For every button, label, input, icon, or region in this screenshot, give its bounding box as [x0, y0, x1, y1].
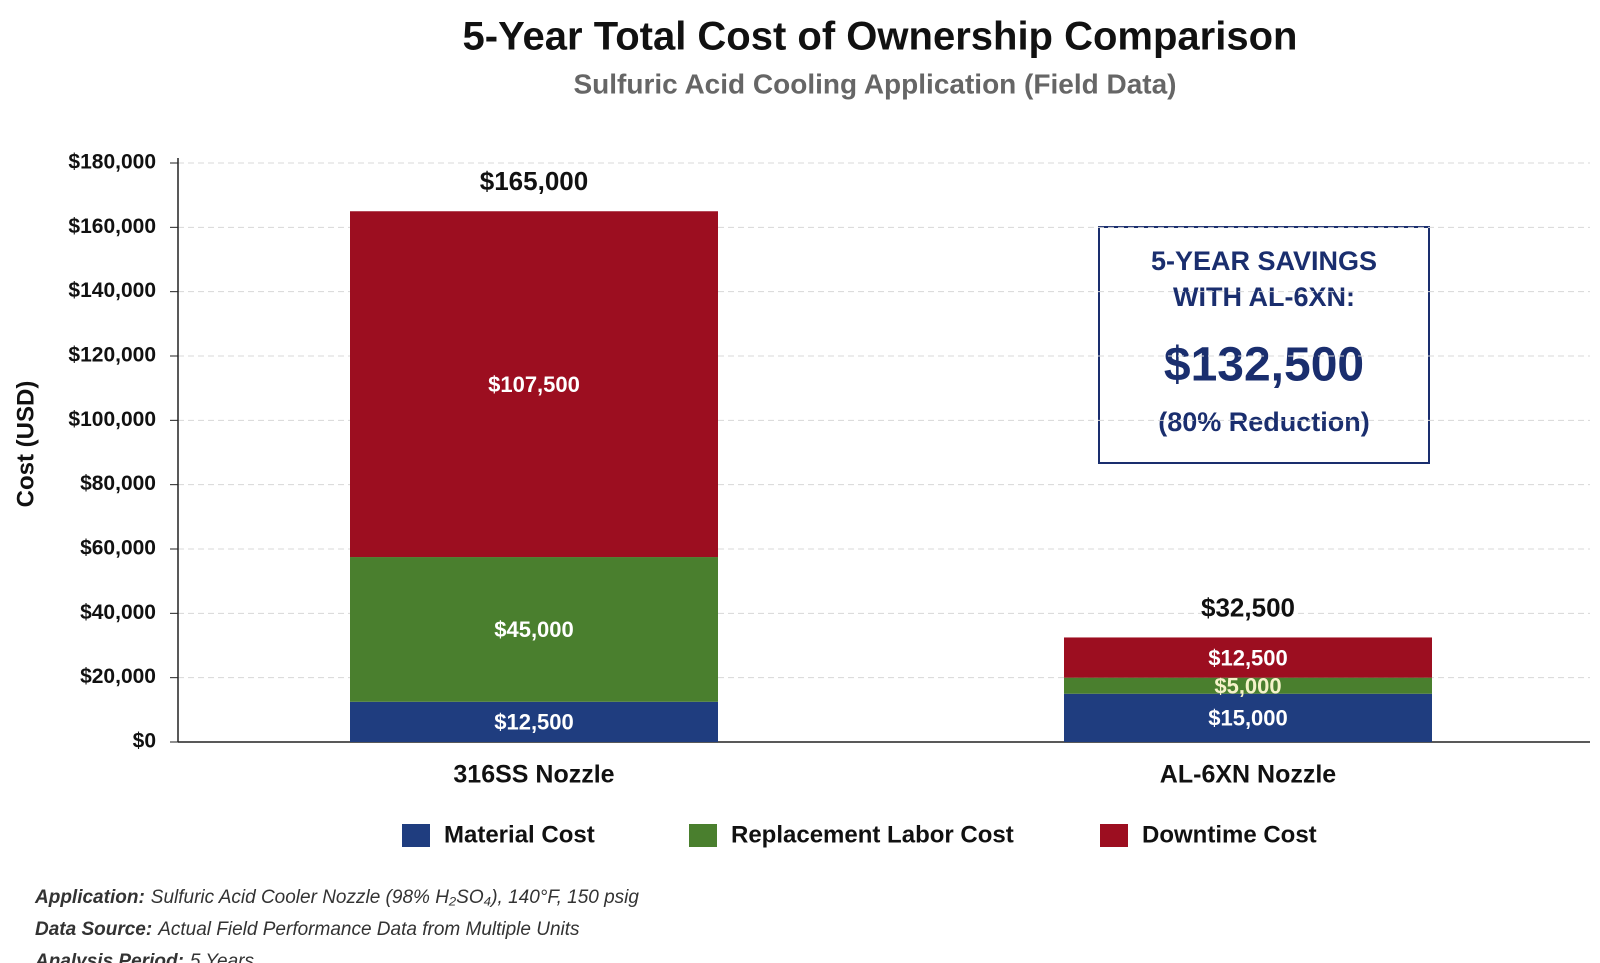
- bar-segment: [1064, 693, 1432, 742]
- y-tick-label: $140,000: [68, 279, 156, 302]
- footnote-label: Data Source:: [35, 919, 152, 940]
- y-tick-label: $180,000: [68, 151, 156, 174]
- total-label: $165,000: [480, 166, 588, 196]
- legend-swatch: [402, 824, 430, 847]
- legend-swatch: [1100, 824, 1128, 847]
- y-tick-label: $0: [133, 730, 156, 753]
- data-label: $5,000: [1214, 674, 1281, 699]
- footnote-text: Sulfuric Acid Cooler Nozzle (98% H₂SO₄),…: [151, 887, 640, 908]
- annotation-box: [1098, 226, 1430, 464]
- annotation-value: $132,500: [1164, 339, 1364, 392]
- y-tick-label: $100,000: [68, 408, 156, 431]
- x-tick-label: AL-6XN Nozzle: [1160, 761, 1337, 789]
- y-tick-label: $160,000: [68, 215, 156, 238]
- y-tick-label: $60,000: [80, 537, 156, 560]
- annotation-heading: WITH AL-6XN:: [1173, 282, 1355, 312]
- bar-segment: [350, 701, 718, 742]
- annotation-note: (80% Reduction): [1158, 407, 1370, 437]
- y-tick-label: $120,000: [68, 344, 156, 367]
- bar-segment: [350, 211, 718, 558]
- footnote-label: Application:: [34, 887, 145, 908]
- y-axis-label: Cost (USD): [12, 381, 39, 508]
- annotation-heading: 5-YEAR SAVINGS: [1151, 246, 1377, 276]
- chart-subtitle: Sulfuric Acid Cooling Application (Field…: [573, 68, 1176, 99]
- footnote-text: Actual Field Performance Data from Multi…: [157, 919, 580, 940]
- x-tick-label: 316SS Nozzle: [453, 761, 614, 789]
- data-label: $45,000: [494, 617, 574, 642]
- chart-title: 5-Year Total Cost of Ownership Compariso…: [463, 15, 1298, 59]
- footnote: Analysis Period: 5 Years: [34, 951, 254, 963]
- bar-segment: [1064, 677, 1432, 694]
- y-tick-label: $40,000: [80, 601, 156, 624]
- total-label: $32,500: [1201, 592, 1295, 622]
- legend-label: Downtime Cost: [1142, 821, 1317, 848]
- footnote: Application: Sulfuric Acid Cooler Nozzle …: [34, 887, 639, 908]
- bar-segment: [350, 557, 718, 702]
- data-label: $107,500: [488, 372, 580, 397]
- data-label: $12,500: [494, 710, 574, 735]
- legend-label: Material Cost: [444, 821, 595, 848]
- data-label: $12,500: [1208, 645, 1288, 670]
- footnote-text: 5 Years: [190, 951, 255, 963]
- legend-swatch: [689, 824, 717, 847]
- footnote-label: Analysis Period:: [34, 951, 184, 963]
- y-tick-label: $20,000: [80, 665, 156, 688]
- bar-segment: [1064, 637, 1432, 678]
- legend-label: Replacement Labor Cost: [731, 821, 1014, 848]
- data-label: $15,000: [1208, 706, 1288, 731]
- footnote: Data Source: Actual Field Performance Dat…: [35, 919, 580, 940]
- y-tick-label: $80,000: [80, 472, 156, 495]
